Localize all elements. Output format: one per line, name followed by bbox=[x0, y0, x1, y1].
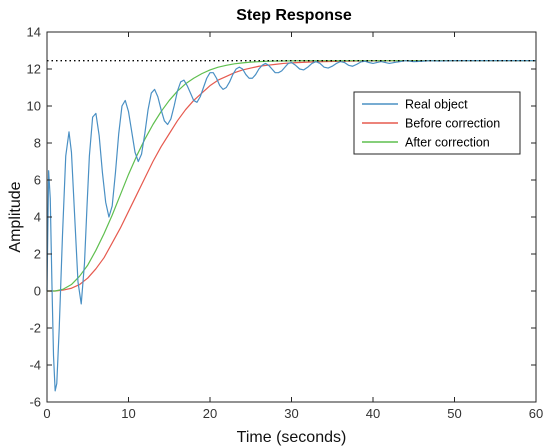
y-tick-label: 6 bbox=[34, 173, 41, 188]
x-tick-label: 20 bbox=[203, 406, 217, 421]
y-tick-label: 12 bbox=[27, 62, 41, 77]
x-tick-label: 0 bbox=[43, 406, 50, 421]
y-tick-label: 14 bbox=[27, 25, 41, 40]
x-tick-label: 10 bbox=[121, 406, 135, 421]
y-axis-label: Amplitude bbox=[7, 181, 24, 252]
y-tick-label: -2 bbox=[29, 321, 41, 336]
y-tick-label: 10 bbox=[27, 99, 41, 114]
chart-title: Step Response bbox=[236, 7, 352, 24]
x-tick-label: 50 bbox=[447, 406, 461, 421]
y-tick-label: -6 bbox=[29, 395, 41, 410]
y-tick-label: -4 bbox=[29, 358, 41, 373]
legend-label-real-object: Real object bbox=[405, 98, 468, 112]
legend-label-after-correction: After correction bbox=[405, 136, 490, 150]
legend: Real object Before correction After correc… bbox=[353, 91, 521, 155]
legend-label-before-correction: Before correction bbox=[405, 117, 500, 131]
series-line-after-correction bbox=[47, 60, 536, 292]
x-tick-label: 60 bbox=[529, 406, 543, 421]
x-tick-label: 30 bbox=[284, 406, 298, 421]
plot-area bbox=[47, 32, 536, 402]
tick-layer: 0 10 20 30 40 50 60 -6 -4 -2 0 2 4 6 8 10 12 14 bbox=[27, 25, 544, 422]
x-axis-label: Time (seconds) bbox=[237, 429, 347, 446]
y-tick-label: 0 bbox=[34, 284, 41, 299]
y-tick-label: 4 bbox=[34, 210, 41, 225]
x-tick-label: 40 bbox=[366, 406, 380, 421]
series-line-real-object bbox=[46, 60, 536, 392]
y-tick-label: 2 bbox=[34, 247, 41, 262]
series-layer bbox=[46, 60, 536, 392]
series-line-before-correction bbox=[47, 60, 536, 292]
y-tick-label: 8 bbox=[34, 136, 41, 151]
